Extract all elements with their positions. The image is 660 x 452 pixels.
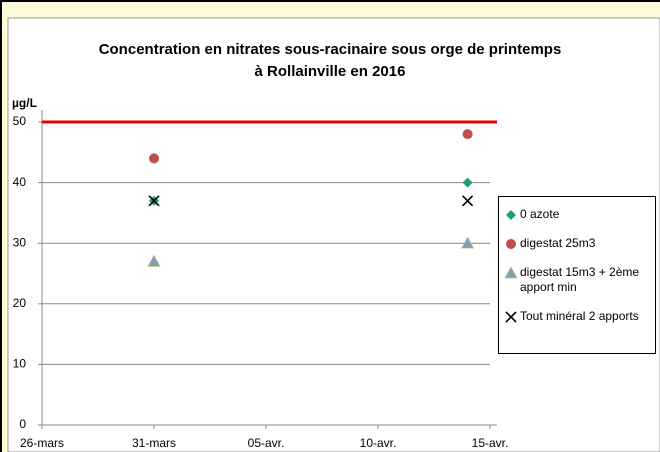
x-tick-label: 10-avr. <box>360 436 397 450</box>
point <box>505 266 517 279</box>
legend-item: Tout minéral 2 apports <box>505 309 651 324</box>
point <box>148 195 160 207</box>
legend: 0 azote digestat 25m3 digestat 15m3 + 2ème… <box>498 196 656 354</box>
legend-label: 0 azote <box>520 207 560 221</box>
x-tick-label: 31-mars <box>132 436 176 450</box>
x-tick-label: 26-mars <box>20 436 64 450</box>
legend-item: 0 azote <box>505 207 651 222</box>
y-tick-label: 50 <box>13 114 27 128</box>
y-tick-label: 20 <box>13 296 27 310</box>
point <box>506 239 516 249</box>
chart-title: Concentration en nitrates sous-racinaire… <box>99 41 562 58</box>
legend-item: digestat 25m3 <box>505 236 651 251</box>
legend-icon <box>505 311 517 323</box>
point <box>462 129 473 140</box>
x-tick-label: 15-avr. <box>472 436 509 450</box>
legend-label: Tout minéral 2 apports <box>520 309 639 323</box>
y-axis-label: µg/L <box>12 96 37 110</box>
legend-icon <box>506 210 516 220</box>
legend-icon <box>505 266 517 279</box>
point <box>506 210 516 220</box>
legend-icon <box>506 239 516 249</box>
point <box>149 153 159 164</box>
chart-subtitle: à Rollainville en 2016 <box>255 63 406 80</box>
legend-item: digestat 15m3 + 2ème apport min <box>505 265 651 295</box>
point <box>462 177 473 188</box>
point <box>461 236 475 249</box>
x-tick-label: 05-avr. <box>248 436 285 450</box>
y-tick-label: 40 <box>13 175 27 189</box>
y-tick-label: 10 <box>13 357 27 371</box>
point <box>147 254 161 267</box>
legend-label: digestat 25m3 <box>520 236 596 250</box>
y-tick-label: 0 <box>19 417 26 431</box>
point <box>462 195 474 207</box>
point <box>505 311 517 323</box>
legend-label: digestat 15m3 + 2ème apport min <box>520 265 640 294</box>
y-tick-label: 30 <box>13 235 27 249</box>
